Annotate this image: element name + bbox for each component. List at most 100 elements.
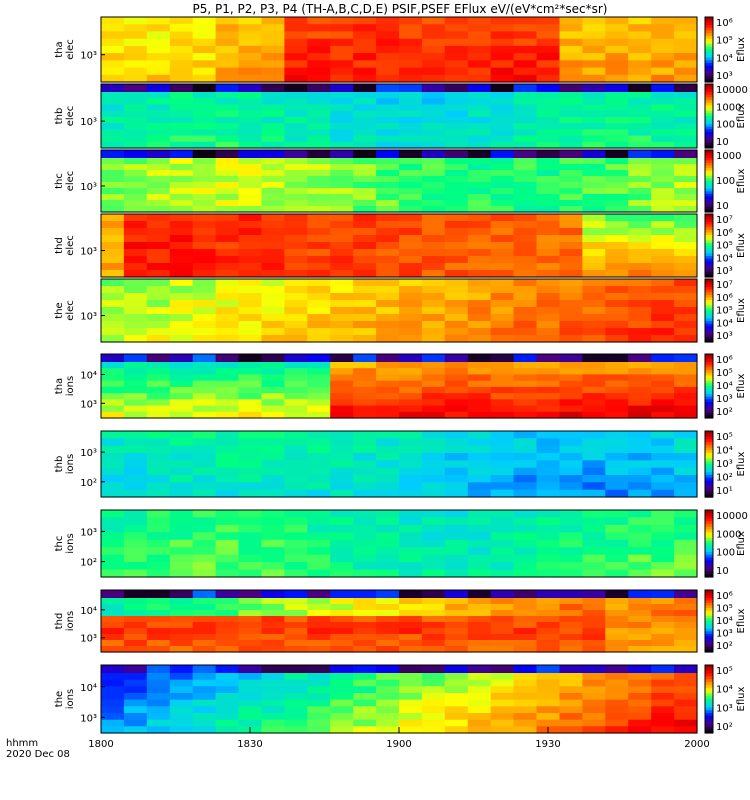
heatmap-cell [536,489,560,498]
heatmap-cell [192,562,217,571]
heatmap-cell [123,405,148,413]
colorbar-label: Eflux [736,686,747,711]
heatmap-cell [513,84,538,92]
colorbar-step [705,157,713,161]
heatmap-cell [513,628,538,635]
colorbar-step [705,537,713,542]
heatmap-cell [261,693,285,701]
heatmap-cell [146,279,171,287]
y-tick-label: 10³ [80,247,97,258]
heatmap-cell [146,726,171,734]
heatmap-cell [330,335,354,343]
heatmap-cell [215,263,240,271]
heatmap-cell [467,286,492,294]
heatmap-cell [513,482,538,491]
heatmap-cell [330,98,354,105]
heatmap-cell [169,256,194,264]
heatmap-cell [559,53,583,61]
heatmap-cell [536,270,560,278]
heatmap-cell [261,45,285,54]
colorbar-step [705,394,713,398]
colorbar-tick-label: 10³ [716,629,733,640]
heatmap-cell [376,110,400,118]
heatmap-cell [467,279,492,287]
heatmap-cell [651,590,675,598]
heatmap-cell [353,104,377,112]
heatmap-cell [169,438,194,447]
heatmap-cell [353,622,377,629]
heatmap-cell [238,17,262,25]
heatmap-cell [444,221,469,229]
heatmap-cell [444,475,469,483]
colorbar-tick-label: 10⁷ [716,280,733,291]
heatmap-cell [628,17,652,25]
heatmap-cell [307,554,331,563]
heatmap-cell [169,374,194,382]
heatmap-cell [536,194,560,201]
heatmap-cell [330,307,354,315]
heatmap-cell [513,38,538,47]
heatmap-cell [307,38,331,47]
heatmap-cell [421,60,446,69]
colorbar-step [705,129,713,133]
heatmap-cell [651,679,675,687]
heatmap-cell [536,368,560,375]
heatmap-cell [582,634,606,641]
heatmap-cell [123,354,148,362]
heatmap-cell [674,431,698,439]
heatmap-cell [674,562,698,571]
heatmap-cell [238,393,262,400]
heatmap-cell [146,554,171,563]
heatmap-cell [467,489,492,498]
heatmap-cell [238,84,262,92]
heatmap-cell [123,67,148,76]
heatmap-cell [421,411,446,419]
heatmap-cell [559,206,583,213]
heatmap-cell [651,270,675,278]
heatmap-cell [536,24,560,32]
heatmap-cell [169,300,194,308]
heatmap-cell [146,328,171,336]
heatmap-cell [146,53,171,61]
heatmap-cell [559,354,583,362]
colorbar-step [705,494,713,498]
heatmap-cell [467,256,492,264]
heatmap-cell [605,53,629,61]
heatmap-cell [421,693,446,701]
heatmap-cell [490,17,515,25]
heatmap-cell [146,150,171,158]
colorbar-step [705,71,713,75]
heatmap-cell [284,256,308,264]
heatmap-cell [101,135,125,143]
heatmap-cell [192,524,217,533]
y-tick-label: 10³ [80,182,97,193]
heatmap-cell [444,489,469,498]
heatmap-cell [261,354,285,362]
heatmap-cell [376,17,400,25]
heatmap-cell [376,610,400,617]
heatmap-cell [330,539,354,548]
heatmap-cell [330,374,354,382]
heatmap-cell [559,610,583,617]
heatmap-cell [559,31,583,40]
heatmap-cell [123,517,148,526]
heatmap-cell [376,380,400,388]
heatmap-cell [651,221,675,229]
heatmap-cell [215,482,240,491]
heatmap-cell [376,67,400,76]
heatmap-cell [421,182,446,189]
heatmap-cell [490,562,515,571]
heatmap-cell [536,693,560,701]
heatmap-cell [399,92,423,99]
heatmap-cell [192,206,217,213]
heatmap-cell [192,628,217,635]
heatmap-cell [582,532,606,541]
heatmap-cell [146,314,171,322]
heatmap-cell [307,569,331,578]
heatmap-cell [101,24,125,32]
heatmap-cell [582,194,606,201]
heatmap-cell [399,569,423,578]
heatmap-cell [146,374,171,382]
heatmap-cell [307,67,331,76]
